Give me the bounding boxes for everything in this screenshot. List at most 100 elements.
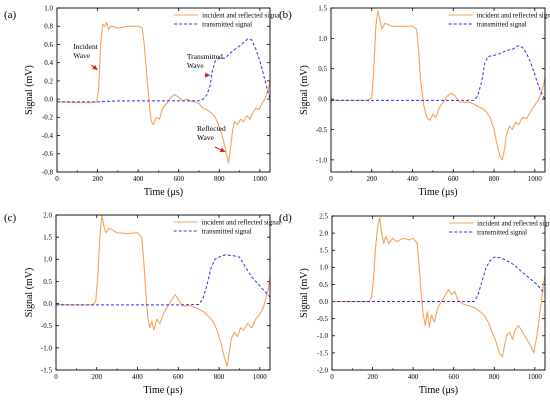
panel-label: (c) xyxy=(4,212,17,224)
x-tick-label: 400 xyxy=(132,373,143,381)
x-axis-label: Time (μs) xyxy=(419,385,458,396)
x-tick-label: 600 xyxy=(448,373,459,381)
legend-entry-label: transmitted signal xyxy=(477,20,527,28)
annotation-arrow-head xyxy=(219,147,226,153)
x-tick-label: 200 xyxy=(92,373,103,381)
y-axis-label: Signal (mV) xyxy=(24,268,35,318)
legend-entry-label: incident and reflected signal xyxy=(477,11,550,19)
y-tick-label: 0.5 xyxy=(43,278,52,286)
chart-panel-c: (c) 0 200 400 600 800 1000 -1.5 -1.0 -0.5 0.0 0.5 1.… xyxy=(4,211,281,396)
y-tick-label: -0.4 xyxy=(42,132,54,140)
x-tick-label: 1000 xyxy=(528,175,543,183)
y-tick-label: 1.5 xyxy=(319,247,328,255)
y-tick-label: 0.5 xyxy=(319,281,328,289)
x-tick-label: 800 xyxy=(214,175,225,183)
x-tick-label: 600 xyxy=(448,175,459,183)
y-tick-label: 2.0 xyxy=(43,211,52,219)
x-tick-label: 200 xyxy=(367,373,378,381)
y-tick-label: -0.6 xyxy=(42,150,54,158)
y-tick-label: -1.5 xyxy=(317,349,329,357)
x-tick-label: 1000 xyxy=(253,175,268,183)
legend-entry-label: incident and reflected signal xyxy=(477,219,550,227)
x-tick-label: 0 xyxy=(329,175,333,183)
x-tick-label: 600 xyxy=(173,373,184,381)
y-tick-label: 1.5 xyxy=(318,4,327,12)
y-tick-label: -2.0 xyxy=(317,366,329,374)
y-axis-label: Signal (mV) xyxy=(299,65,310,115)
plot-frame xyxy=(330,7,546,173)
y-tick-label: 2.0 xyxy=(319,230,328,238)
plot-frame xyxy=(55,214,271,371)
x-tick-label: 800 xyxy=(214,373,225,381)
x-tick-label: 200 xyxy=(92,175,103,183)
y-tick-label: 0.2 xyxy=(44,77,53,85)
y-tick-label: 1.0 xyxy=(44,4,53,12)
legend-entry-label: incident and reflected signal xyxy=(202,11,281,19)
x-tick-label: 400 xyxy=(133,175,144,183)
x-tick-label: 800 xyxy=(489,373,500,381)
x-tick-label: 600 xyxy=(173,175,184,183)
x-tick-label: 400 xyxy=(407,175,418,183)
annotation-label: Transmitted xyxy=(187,52,223,61)
series-line-transmitted xyxy=(332,256,545,303)
x-tick-label: 1000 xyxy=(253,373,268,381)
y-tick-label: 0.0 xyxy=(318,96,327,104)
x-tick-label: 1000 xyxy=(528,373,543,381)
annotation-label: Wave xyxy=(187,61,205,70)
series-line-transmitted xyxy=(57,38,270,103)
x-axis-label: Time (μs) xyxy=(143,385,182,396)
panel-label: (d) xyxy=(279,212,292,224)
y-tick-label: 0.4 xyxy=(44,59,53,67)
y-tick-label: -0.5 xyxy=(41,322,53,330)
panel-label: (a) xyxy=(4,9,17,21)
legend-entry-label: transmitted signal xyxy=(202,20,252,28)
y-tick-label: 2.5 xyxy=(319,212,328,220)
x-tick-label: 400 xyxy=(408,373,419,381)
y-tick-label: 0.6 xyxy=(44,41,53,49)
y-tick-label: -0.8 xyxy=(42,168,54,176)
x-axis-label: Time (μs) xyxy=(144,187,183,198)
y-tick-label: 1.0 xyxy=(318,35,327,43)
x-tick-label: 0 xyxy=(330,373,334,381)
y-tick-label: -1.0 xyxy=(316,156,328,164)
y-tick-label: -0.5 xyxy=(316,126,328,134)
y-tick-label: 0.0 xyxy=(43,300,52,308)
y-tick-label: 0.5 xyxy=(318,65,327,73)
series-line-incident-reflected xyxy=(332,217,545,358)
y-axis-label: Signal (mV) xyxy=(24,65,35,115)
y-tick-label: -0.5 xyxy=(317,315,329,323)
legend-entry-label: incident and reflected signal xyxy=(202,218,281,226)
chart-panel-a: (a) 0 200 400 600 800 1000 -0.8 -0.6 -0.4 -0.2 0.0 0… xyxy=(4,4,281,198)
series-line-transmitted xyxy=(56,254,270,306)
y-tick-label: 0.0 xyxy=(319,298,328,306)
y-tick-label: 0.0 xyxy=(44,96,53,104)
legend-entry-label: transmitted signal xyxy=(202,227,252,235)
legend-entry-label: transmitted signal xyxy=(477,228,527,236)
series-line-incident-reflected xyxy=(56,215,270,368)
y-tick-label: -0.2 xyxy=(42,114,54,122)
x-axis-label: Time (μs) xyxy=(418,187,457,198)
series-line-incident-reflected xyxy=(331,10,545,161)
chart-panel-d: (d) 0 200 400 600 800 1000 -2.0 -1.5 -1.0 -0.5 0.0 0… xyxy=(279,212,550,396)
panel-label: (b) xyxy=(279,9,292,21)
annotation-label: Reflected xyxy=(197,124,226,133)
y-tick-label: 1.0 xyxy=(319,264,328,272)
annotation-label: Wave xyxy=(197,133,215,142)
y-tick-label: 0.8 xyxy=(44,23,53,31)
y-axis-label: Signal (mV) xyxy=(299,268,310,318)
plot-frame xyxy=(56,7,271,173)
series-line-transmitted xyxy=(331,45,545,101)
chart-panel-b: (b) 0 200 400 600 800 1000 -1.0 -0.5 0.0 0.5 1.0 1.5… xyxy=(279,4,550,198)
annotation-arrow-head xyxy=(92,64,98,70)
y-tick-label: 1.0 xyxy=(43,256,52,264)
x-tick-label: 0 xyxy=(55,175,59,183)
y-tick-label: 1.5 xyxy=(43,234,52,242)
annotation-arrow-head xyxy=(204,72,211,78)
plot-frame xyxy=(331,215,546,371)
x-tick-label: 0 xyxy=(54,373,58,381)
annotation-label: Wave xyxy=(73,51,91,60)
x-tick-label: 200 xyxy=(367,175,378,183)
x-tick-label: 800 xyxy=(489,175,500,183)
y-tick-label: -1.5 xyxy=(41,366,53,374)
y-tick-label: -1.0 xyxy=(41,344,53,352)
